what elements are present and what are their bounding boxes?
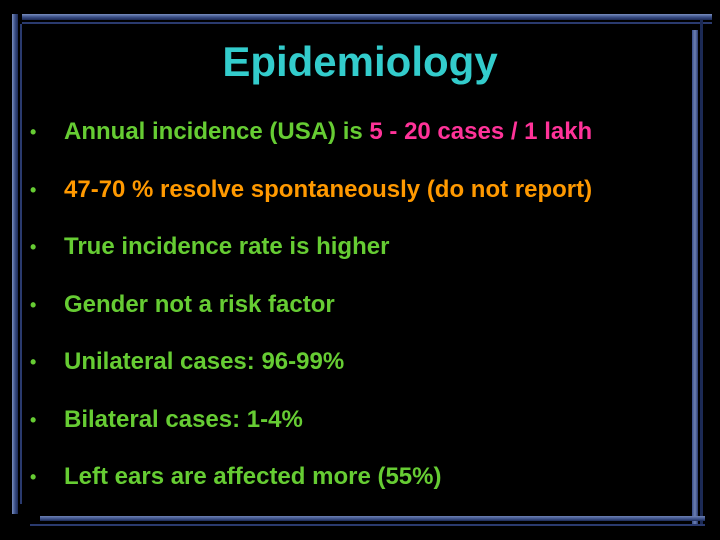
bullet-marker: • [30,122,37,142]
bullet-text: 47-70 % resolve spontaneously (do not re… [64,175,593,203]
bullet-item-bilateral: • Bilateral cases: 1-4% [30,406,690,464]
frame-left-bar [12,14,18,514]
frame-left-line [20,24,22,504]
bullet-text: Annual incidence (USA) is [64,118,370,145]
frame-top-bar [22,14,712,20]
bullet-text: Gender not a risk factor [64,290,335,318]
bullet-text: Left ears are affected more (55%) [64,463,442,490]
bullet-text: Bilateral cases: 1-4% [64,405,303,433]
bullet-marker: • [30,237,37,257]
bullet-item-gender: • Gender not a risk factor [30,291,690,349]
bullet-item-true-incidence: • True incidence rate is higher [30,233,690,291]
frame-bottom-line [30,524,705,526]
bullet-item-unilateral: • Unilateral cases: 96-99% [30,348,690,406]
bullet-marker: • [30,409,37,430]
bullet-item-resolve-spontaneously: • 47-70 % resolve spontaneously (do not … [30,176,690,234]
bullet-marker: • [30,467,37,487]
frame-bottom-bar [40,516,705,521]
bullet-item-left-ears: • Left ears are affected more (55%) [30,463,690,521]
bullet-marker: • [30,179,37,200]
frame-right-line [700,20,703,525]
bullet-text: True incidence rate is higher [64,233,390,260]
bullet-highlight-text: 5 - 20 cases / 1 lakh [369,118,593,145]
bullet-marker: • [30,352,37,372]
bullet-marker: • [30,294,37,315]
slide-title: Epidemiology [222,38,498,85]
bullet-item-annual-incidence: • Annual incidence (USA) is 5 - 20 cases… [30,118,690,176]
bullet-text: Unilateral cases: 96-99% [64,348,345,375]
frame-top-line [22,22,712,24]
bullet-list: • Annual incidence (USA) is 5 - 20 cases… [30,118,690,521]
frame-right-bar [692,30,698,525]
